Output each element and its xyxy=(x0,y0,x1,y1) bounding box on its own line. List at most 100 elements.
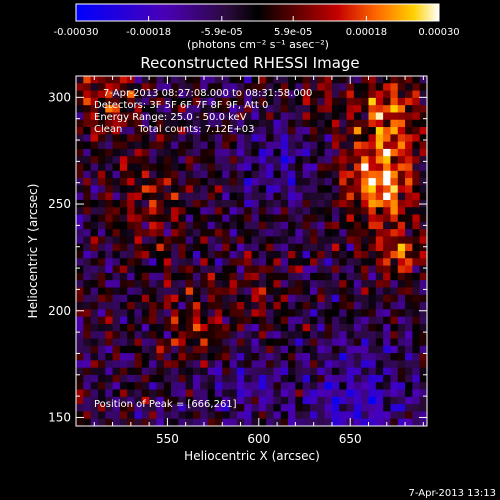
heatmap-cell xyxy=(200,127,209,135)
heatmap-cell xyxy=(127,156,136,165)
heatmap-cell xyxy=(273,251,282,259)
heatmap-cell xyxy=(244,192,253,201)
heatmap-cell xyxy=(83,309,92,318)
heatmap-cell xyxy=(397,396,406,405)
heatmap-cell xyxy=(178,214,187,223)
heatmap-cell xyxy=(214,163,223,172)
heatmap-cell xyxy=(288,83,296,92)
heatmap-cell xyxy=(258,243,267,252)
heatmap-cell xyxy=(361,214,370,223)
heatmap-cell xyxy=(266,178,275,186)
heatmap-cell xyxy=(163,207,172,216)
heatmap-cell xyxy=(185,345,194,354)
heatmap-cell xyxy=(397,367,406,376)
heatmap-cell xyxy=(288,229,296,238)
heatmap-cell xyxy=(214,221,223,230)
heatmap-cell xyxy=(273,272,282,281)
heatmap-cell xyxy=(112,389,121,398)
heatmap-cell xyxy=(339,207,348,216)
heatmap-cell xyxy=(295,411,304,420)
heatmap-cell xyxy=(412,331,421,340)
heatmap-cell xyxy=(163,396,172,405)
heatmap-cell xyxy=(288,156,296,165)
heatmap-cell xyxy=(156,199,165,208)
heatmap-cell xyxy=(310,280,318,289)
heatmap-cell xyxy=(119,199,128,208)
heatmap-cell xyxy=(171,323,179,332)
heatmap-cell xyxy=(83,185,92,194)
heatmap-cell xyxy=(390,199,399,208)
heatmap-cell xyxy=(251,251,260,259)
heatmap-cell xyxy=(119,178,128,186)
heatmap-cell xyxy=(149,199,158,208)
heatmap-cell xyxy=(368,207,377,216)
heatmap-cell xyxy=(273,338,282,347)
heatmap-cell xyxy=(163,272,172,281)
heatmap-cell xyxy=(207,302,216,310)
heatmap-cell xyxy=(97,272,106,281)
heatmap-cell xyxy=(244,178,253,186)
heatmap-cell xyxy=(119,367,128,376)
heatmap-cell xyxy=(141,331,150,340)
heatmap-cell xyxy=(383,287,392,296)
heatmap-cell xyxy=(244,90,253,99)
heatmap-cell xyxy=(383,360,392,369)
heatmap-cell xyxy=(222,309,231,318)
heatmap-cell xyxy=(258,338,267,347)
heatmap-cell xyxy=(353,236,362,245)
heatmap-cell xyxy=(83,214,92,223)
heatmap-cell xyxy=(171,353,179,361)
heatmap-cell xyxy=(302,90,311,99)
heatmap-cell xyxy=(302,316,311,325)
heatmap-cell xyxy=(149,76,158,84)
heatmap-cell xyxy=(76,374,84,383)
heatmap-cell xyxy=(163,185,172,194)
heatmap-cell xyxy=(390,389,399,398)
heatmap-cell xyxy=(383,302,392,310)
heatmap-cell xyxy=(119,396,128,405)
heatmap-cell xyxy=(214,418,223,426)
heatmap-cell xyxy=(419,411,427,420)
heatmap-cell xyxy=(229,323,238,332)
heatmap-cell xyxy=(141,105,150,114)
heatmap-cell xyxy=(346,294,355,303)
heatmap-cell xyxy=(295,97,304,106)
heatmap-cell xyxy=(222,389,231,398)
heatmap-cell xyxy=(178,178,187,186)
heatmap-cell xyxy=(346,243,355,252)
heatmap-cell xyxy=(193,229,201,238)
heatmap-cell xyxy=(339,236,348,245)
heatmap-cell xyxy=(127,338,136,347)
heatmap-cell xyxy=(90,192,99,201)
heatmap-cell xyxy=(280,396,289,405)
heatmap-cell xyxy=(383,280,392,289)
heatmap-cell xyxy=(266,214,275,223)
heatmap-cell xyxy=(273,192,282,201)
heatmap-cell xyxy=(171,418,179,426)
heatmap-cell xyxy=(236,360,245,369)
heatmap-cell xyxy=(149,185,158,194)
heatmap-cell xyxy=(76,294,84,303)
heatmap-cell xyxy=(236,214,245,223)
heatmap-cell xyxy=(149,119,158,128)
heatmap-cell xyxy=(244,112,253,121)
heatmap-cell xyxy=(273,119,282,128)
heatmap-cell xyxy=(353,389,362,398)
heatmap-cell xyxy=(280,404,289,413)
heatmap-cell xyxy=(383,141,392,150)
heatmap-cell xyxy=(390,265,399,274)
heatmap-cell xyxy=(236,243,245,252)
heatmap-cell xyxy=(331,163,340,172)
heatmap-cell xyxy=(280,353,289,361)
heatmap-cell xyxy=(324,243,333,252)
heatmap-cell xyxy=(76,134,84,143)
heatmap-cell xyxy=(112,170,121,179)
heatmap-cell xyxy=(397,353,406,361)
heatmap-cell xyxy=(229,112,238,121)
heatmap-cell xyxy=(119,112,128,121)
heatmap-cell xyxy=(419,243,427,252)
heatmap-cell xyxy=(419,389,427,398)
heatmap-cell xyxy=(295,170,304,179)
heatmap-cell xyxy=(193,251,201,259)
